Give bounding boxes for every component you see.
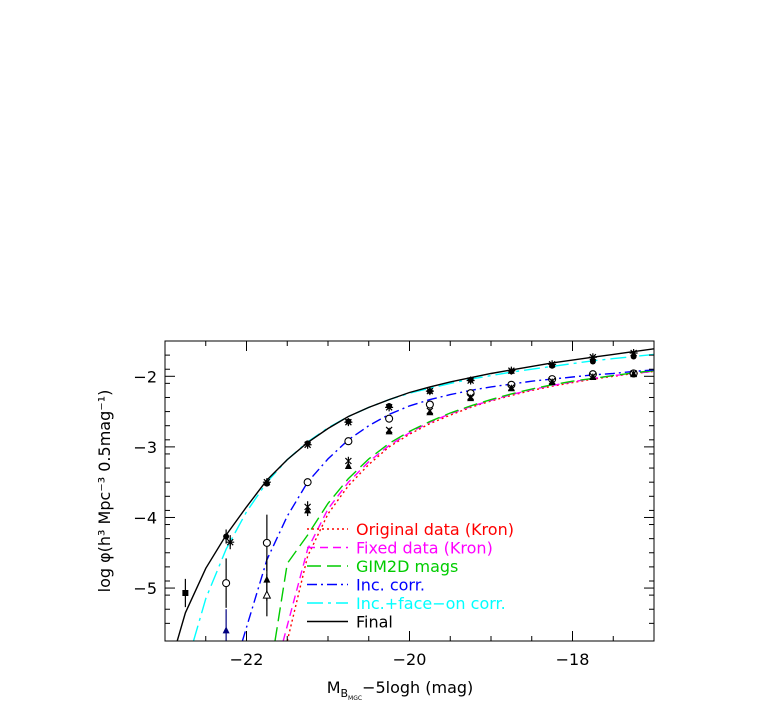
series-line xyxy=(176,348,654,641)
data-point xyxy=(262,478,271,487)
data-point xyxy=(548,377,556,385)
open-circle-marker xyxy=(222,579,231,588)
data-point xyxy=(548,360,557,369)
legend-label: Original data (Kron) xyxy=(356,520,514,539)
data-point xyxy=(222,609,230,641)
star-marker xyxy=(425,387,434,396)
star-marker xyxy=(548,360,557,369)
data-point xyxy=(425,387,434,396)
data-point xyxy=(223,529,230,544)
star-marker xyxy=(588,353,597,362)
series-line xyxy=(192,353,654,641)
data-point xyxy=(385,403,394,412)
open-triangle-marker xyxy=(262,589,272,599)
data-point xyxy=(507,366,516,375)
star-marker xyxy=(303,440,312,449)
data-point xyxy=(262,573,272,617)
star-marker xyxy=(262,478,271,487)
cross-marker xyxy=(548,377,556,385)
data-point xyxy=(222,558,231,608)
cross-marker xyxy=(589,372,597,380)
data-markers xyxy=(182,349,638,641)
cross-marker xyxy=(507,384,515,392)
open-circle-marker xyxy=(385,414,394,423)
cross-marker xyxy=(344,457,352,465)
data-point xyxy=(385,426,393,434)
legend-label: Inc.+face−on corr. xyxy=(356,594,506,613)
data-point xyxy=(385,414,394,423)
data-point xyxy=(629,349,638,357)
legend: Original data (Kron)Fixed data (Kron)GIM… xyxy=(307,520,514,632)
y-tick-label: −4 xyxy=(133,508,157,527)
data-point xyxy=(303,440,312,449)
cross-marker xyxy=(385,426,393,434)
star-marker xyxy=(344,418,353,427)
filled-triangle-marker xyxy=(222,626,230,634)
star-marker xyxy=(385,403,394,412)
data-point xyxy=(589,372,597,380)
x-tick-label: −18 xyxy=(556,650,590,669)
star-marker xyxy=(466,376,475,385)
x-axis-label-main: M xyxy=(327,678,341,697)
data-point xyxy=(467,393,475,401)
data-point xyxy=(466,376,475,385)
series-line xyxy=(241,369,654,641)
y-tick-label: −3 xyxy=(133,438,157,457)
data-point xyxy=(344,437,353,446)
x-axis-label: MBMGC−5logh (mag) xyxy=(327,678,474,702)
y-axis-label: log φ(h³ Mpc⁻³ 0.5mag⁻¹) xyxy=(95,390,114,593)
data-point xyxy=(344,456,352,466)
cross-marker xyxy=(426,407,434,415)
data-point xyxy=(344,418,353,427)
data-point xyxy=(182,578,189,608)
x-tick-label: −20 xyxy=(393,650,427,669)
star-marker xyxy=(629,349,638,357)
data-point xyxy=(226,535,235,550)
legend-label: Fixed data (Kron) xyxy=(356,539,493,558)
x-axis-label-subscript: B xyxy=(341,687,349,700)
star-marker xyxy=(507,366,516,375)
star-marker xyxy=(226,538,235,547)
y-tick-label: −2 xyxy=(133,367,157,386)
open-circle-marker xyxy=(425,400,434,409)
filled-circle-marker xyxy=(223,533,230,540)
data-point xyxy=(304,501,312,513)
data-point xyxy=(507,384,515,392)
axes: −5 −4 −3 −2 −22 −20 −18 xyxy=(133,340,655,669)
cross-marker xyxy=(467,393,475,401)
x-axis-label-subsubscript: MGC xyxy=(348,695,362,702)
x-axis-label-rest: −5logh (mag) xyxy=(362,678,473,697)
open-circle-marker xyxy=(262,538,271,547)
filled-triangle-marker xyxy=(344,461,352,469)
data-point xyxy=(425,400,434,409)
cross-marker xyxy=(630,370,638,377)
open-circle-marker xyxy=(303,478,312,487)
legend-label: Inc. corr. xyxy=(356,576,425,595)
y-tick-label: −5 xyxy=(133,579,157,598)
data-point xyxy=(630,370,638,377)
data-point xyxy=(426,407,434,415)
open-circle-marker xyxy=(344,437,353,446)
filled-square-marker xyxy=(182,590,189,596)
legend-label: GIM2D mags xyxy=(356,557,458,576)
data-point xyxy=(303,478,312,487)
cross-marker xyxy=(304,503,312,511)
filled-circle-marker xyxy=(589,358,596,365)
data-point xyxy=(588,353,597,362)
legend-label: Final xyxy=(356,613,393,632)
x-tick-label: −22 xyxy=(230,650,264,669)
